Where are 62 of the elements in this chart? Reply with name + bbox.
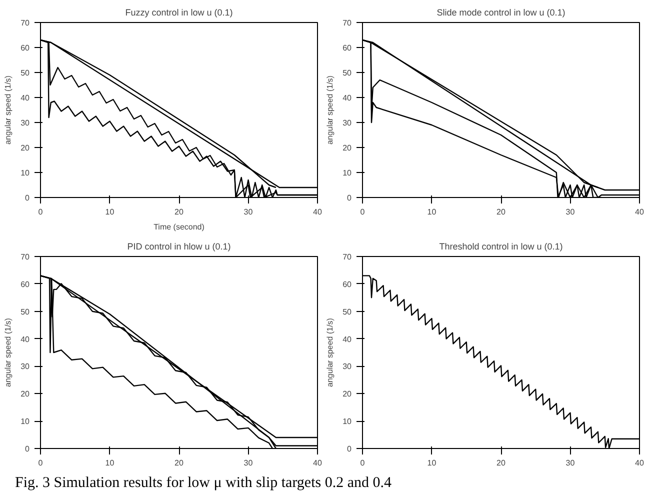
y-tick-label: 60 xyxy=(20,44,30,52)
x-tick-label: 40 xyxy=(313,458,322,468)
x-tick-label: 10 xyxy=(105,458,115,468)
x-tick-label: 0 xyxy=(38,458,44,468)
y-tick-label: 40 xyxy=(20,94,30,102)
y-tick-label: 50 xyxy=(342,307,352,316)
y-tick-label: 50 xyxy=(20,307,30,316)
y-axis-title: angular speed (1/s) xyxy=(326,75,335,144)
x-tick-label: 30 xyxy=(566,208,576,216)
x-tick-label: 40 xyxy=(635,458,644,468)
y-tick-label: 40 xyxy=(342,94,352,102)
x-tick-label: 10 xyxy=(105,208,115,216)
y-tick-label: 30 xyxy=(20,118,30,128)
x-tick-label: 30 xyxy=(566,458,576,468)
x-tick-label: 20 xyxy=(496,208,506,216)
y-tick-label: 60 xyxy=(20,280,30,289)
y-tick-label: 30 xyxy=(20,362,30,372)
chart-title: Threshold control in low u (0.1) xyxy=(439,242,563,252)
x-tick-label: 0 xyxy=(360,458,366,468)
y-tick-label: 50 xyxy=(20,68,30,78)
y-axis-title: angular speed (1/s) xyxy=(326,318,335,387)
x-tick-label: 10 xyxy=(427,458,437,468)
x-tick-label: 0 xyxy=(38,208,44,216)
y-tick-label: 30 xyxy=(342,118,352,128)
y-tick-label: 70 xyxy=(20,18,30,28)
y-tick-label: 70 xyxy=(342,18,352,28)
x-tick-label: 10 xyxy=(427,208,437,216)
y-tick-label: 0 xyxy=(25,444,30,454)
x-tick-label: 20 xyxy=(496,458,506,468)
x-tick-label: 20 xyxy=(174,208,184,216)
y-tick-label: 0 xyxy=(347,444,352,454)
x-tick-label: 30 xyxy=(244,208,254,216)
y-tick-label: 30 xyxy=(342,362,352,372)
y-tick-label: 60 xyxy=(342,280,352,289)
chart-title: Slide mode control in low u (0.1) xyxy=(436,8,566,18)
y-tick-label: 60 xyxy=(342,44,352,52)
y-axis-title: angular speed (1/s) xyxy=(4,318,13,387)
y-tick-label: 0 xyxy=(25,194,30,202)
y-axis-title: angular speed (1/s) xyxy=(4,75,13,144)
y-tick-label: 20 xyxy=(20,390,30,399)
y-tick-label: 10 xyxy=(20,168,30,178)
chart-title: Fuzzy control in low u (0.1) xyxy=(125,8,233,18)
y-tick-label: 0 xyxy=(347,194,352,202)
y-tick-label: 20 xyxy=(342,144,352,152)
y-tick-label: 40 xyxy=(342,334,352,344)
y-tick-label: 50 xyxy=(342,68,352,78)
x-tick-label: 40 xyxy=(313,208,322,216)
chart-title: PID control in hlow u (0.1) xyxy=(127,242,231,252)
y-tick-label: 70 xyxy=(20,252,30,262)
y-tick-label: 20 xyxy=(20,144,30,152)
y-tick-label: 10 xyxy=(342,417,352,426)
y-tick-label: 20 xyxy=(342,390,352,399)
x-tick-label: 40 xyxy=(635,208,644,216)
caption: Fig. 3 Simulation results for low μ with slip targets 0.2 and 0.4 xyxy=(15,474,392,493)
x-tick-label: 30 xyxy=(244,458,254,468)
x-axis-title: Time (second) xyxy=(154,222,205,232)
y-tick-label: 10 xyxy=(342,168,352,178)
x-tick-label: 0 xyxy=(360,208,366,216)
y-tick-label: 70 xyxy=(342,252,352,262)
y-tick-label: 10 xyxy=(20,417,30,426)
y-tick-label: 40 xyxy=(20,334,30,344)
x-tick-label: 20 xyxy=(174,458,184,468)
